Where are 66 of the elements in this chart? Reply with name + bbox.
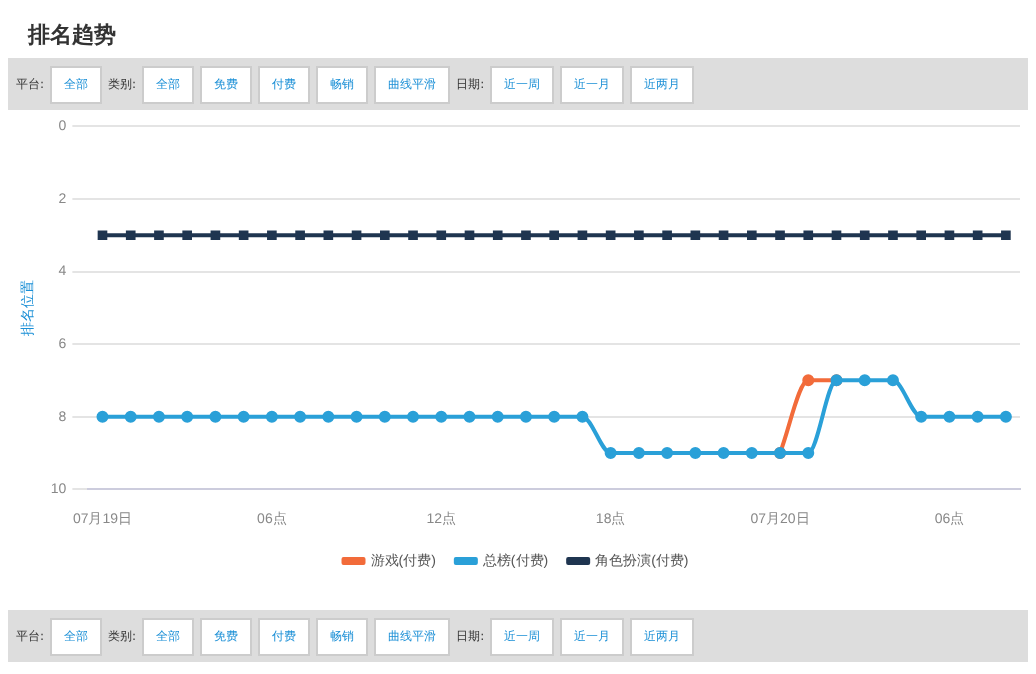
point — [971, 410, 984, 423]
point — [521, 230, 531, 241]
point — [576, 410, 589, 423]
point — [237, 410, 250, 423]
point — [435, 410, 448, 423]
point — [717, 446, 730, 459]
point — [916, 230, 927, 241]
point — [407, 410, 420, 423]
point — [463, 410, 476, 423]
point — [436, 230, 447, 241]
point — [746, 230, 757, 241]
point — [718, 230, 729, 241]
point — [662, 230, 672, 241]
point — [858, 374, 871, 387]
point — [661, 446, 674, 459]
point — [152, 410, 165, 423]
point — [351, 230, 362, 241]
point — [350, 410, 363, 423]
point — [295, 230, 305, 241]
point — [97, 230, 108, 241]
point — [182, 230, 193, 241]
point — [859, 230, 870, 241]
point — [915, 410, 928, 423]
point — [577, 230, 588, 241]
point — [802, 374, 815, 387]
point — [323, 230, 334, 241]
point — [379, 230, 390, 241]
point — [267, 230, 277, 241]
point — [803, 230, 814, 241]
point — [378, 410, 391, 423]
point — [943, 410, 956, 423]
point — [689, 446, 702, 459]
point — [322, 410, 335, 423]
point — [464, 230, 475, 241]
point — [634, 230, 644, 241]
point — [181, 410, 194, 423]
point — [294, 410, 307, 423]
point — [125, 230, 136, 241]
chart-title: 排名趋势 — [28, 20, 116, 50]
point — [519, 410, 532, 423]
point — [265, 410, 278, 423]
point — [690, 230, 701, 241]
point — [888, 230, 898, 241]
point — [1001, 230, 1011, 241]
point — [604, 446, 617, 459]
point — [972, 230, 983, 241]
point — [491, 410, 504, 423]
point — [209, 410, 222, 423]
point — [944, 230, 955, 241]
point — [605, 230, 616, 241]
point — [999, 410, 1012, 423]
point — [210, 230, 221, 241]
point — [831, 230, 842, 241]
point — [886, 374, 899, 387]
point — [238, 230, 249, 241]
point — [775, 230, 785, 241]
point — [549, 230, 560, 241]
point — [745, 446, 758, 459]
point — [408, 230, 418, 241]
point — [154, 230, 164, 241]
point — [802, 446, 815, 459]
point — [96, 410, 109, 423]
point — [124, 410, 137, 423]
point — [548, 410, 561, 423]
point — [492, 230, 503, 241]
point — [632, 446, 645, 459]
